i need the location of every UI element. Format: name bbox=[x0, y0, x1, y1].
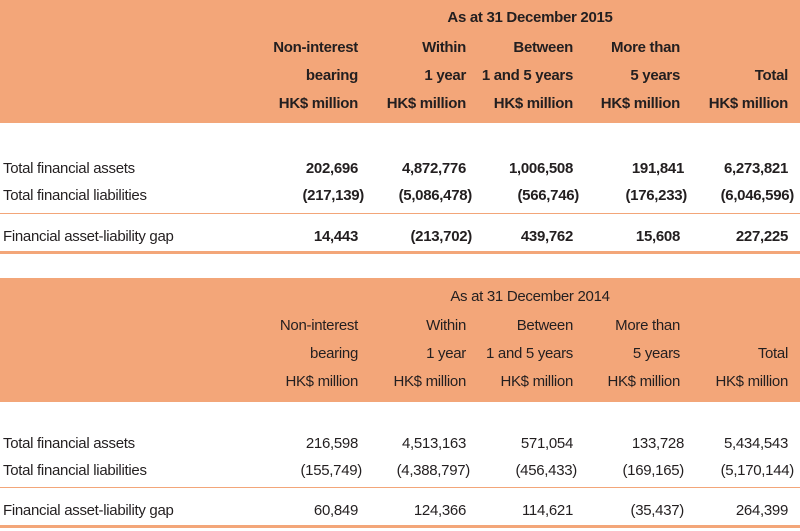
cell: (217,139) bbox=[302, 187, 364, 204]
cell: (566,746) bbox=[517, 187, 579, 204]
cell: (6,046,596) bbox=[720, 187, 795, 204]
col-header-line: HK$ million bbox=[493, 95, 574, 112]
cell: 4,513,163 bbox=[401, 435, 466, 452]
col-header-line: Total bbox=[757, 345, 788, 362]
cell: (169,165) bbox=[622, 462, 684, 479]
table-2014: As at 31 December 2014 Non-interest bear… bbox=[0, 278, 800, 531]
col-header-line: bearing bbox=[310, 345, 358, 362]
cell: (155,749) bbox=[300, 462, 362, 479]
col-header-line: HK$ million bbox=[285, 373, 358, 390]
col-header-line: HK$ million bbox=[607, 373, 680, 390]
period-heading: As at 31 December 2014 bbox=[450, 288, 610, 305]
col-header-line: Within bbox=[422, 39, 466, 56]
col-header-line: Within bbox=[426, 317, 466, 334]
table-row: Financial asset-liability gap 14,443 (21… bbox=[0, 226, 800, 248]
col-header-line: 5 years bbox=[632, 345, 680, 362]
cell: 264,399 bbox=[735, 502, 788, 519]
table-header-2014: As at 31 December 2014 Non-interest bear… bbox=[0, 278, 800, 402]
cell: (4,388,797) bbox=[396, 462, 471, 479]
period-heading: As at 31 December 2015 bbox=[447, 9, 613, 26]
col-header-line: Non-interest bbox=[279, 317, 358, 334]
cell: (35,437) bbox=[630, 502, 685, 519]
row-label: Financial asset-liability gap bbox=[3, 228, 174, 245]
col-header-line: 1 year bbox=[426, 345, 466, 362]
cell: 216,598 bbox=[305, 435, 358, 452]
cell: 14,443 bbox=[313, 228, 358, 245]
cell: 114,621 bbox=[521, 502, 573, 519]
row-label: Total financial assets bbox=[3, 435, 135, 452]
cell: (5,086,478) bbox=[398, 187, 473, 204]
cell: 15,608 bbox=[635, 228, 680, 245]
table-header-2015: As at 31 December 2015 Non-interest bear… bbox=[0, 0, 800, 123]
cell: (176,233) bbox=[625, 187, 687, 204]
cell: (5,170,144) bbox=[720, 462, 795, 479]
cell: 191,841 bbox=[631, 160, 684, 177]
cell: 124,366 bbox=[413, 502, 466, 519]
col-header-line: HK$ million bbox=[278, 95, 359, 112]
table-2015: As at 31 December 2015 Non-interest bear… bbox=[0, 0, 800, 260]
col-header-line: More than bbox=[611, 39, 680, 56]
table-row: Total financial liabilities (217,139) (5… bbox=[0, 185, 800, 207]
cell: 5,434,543 bbox=[723, 435, 788, 452]
cell: (213,702) bbox=[410, 228, 472, 245]
row-label: Total financial liabilities bbox=[3, 187, 147, 204]
cell: (456,433) bbox=[515, 462, 577, 479]
table-row: Financial asset-liability gap 60,849 124… bbox=[0, 500, 800, 522]
col-header-line: 1 year bbox=[424, 67, 466, 84]
table-row: Total financial assets 216,598 4,513,163… bbox=[0, 433, 800, 455]
cell: 60,849 bbox=[313, 502, 358, 519]
col-header-line: HK$ million bbox=[715, 373, 788, 390]
col-header-line: HK$ million bbox=[708, 95, 789, 112]
cell: 133,728 bbox=[631, 435, 684, 452]
table-row: Total financial liabilities (155,749) (4… bbox=[0, 460, 800, 482]
col-header-line: Non-interest bbox=[273, 39, 358, 56]
col-header-line: bearing bbox=[305, 67, 358, 84]
col-header-line: Between bbox=[516, 317, 574, 334]
row-label: Financial asset-liability gap bbox=[3, 502, 174, 519]
col-header-line: More than bbox=[615, 317, 680, 334]
col-header-line: Total bbox=[754, 67, 789, 84]
cell: 1,006,508 bbox=[508, 160, 573, 177]
table-row: Total financial assets 202,696 4,872,776… bbox=[0, 158, 800, 180]
col-header-line: HK$ million bbox=[600, 95, 681, 112]
cell: 202,696 bbox=[305, 160, 358, 177]
divider bbox=[0, 525, 800, 528]
col-header-line: 5 years bbox=[630, 67, 680, 84]
col-header-line: 1 and 5 years bbox=[486, 345, 573, 362]
row-label: Total financial liabilities bbox=[3, 462, 147, 479]
cell: 439,762 bbox=[520, 228, 573, 245]
row-label: Total financial assets bbox=[3, 160, 135, 177]
divider bbox=[0, 251, 800, 254]
col-header-line: HK$ million bbox=[500, 373, 573, 390]
col-header-line: 1 and 5 years bbox=[481, 67, 573, 84]
cell: 227,225 bbox=[735, 228, 788, 245]
divider bbox=[0, 487, 800, 488]
divider bbox=[0, 213, 800, 214]
cell: 4,872,776 bbox=[401, 160, 466, 177]
col-header-line: HK$ million bbox=[393, 373, 466, 390]
cell: 6,273,821 bbox=[723, 160, 788, 177]
col-header-line: Between bbox=[513, 39, 573, 56]
cell: 571,054 bbox=[520, 435, 573, 452]
col-header-line: HK$ million bbox=[386, 95, 467, 112]
